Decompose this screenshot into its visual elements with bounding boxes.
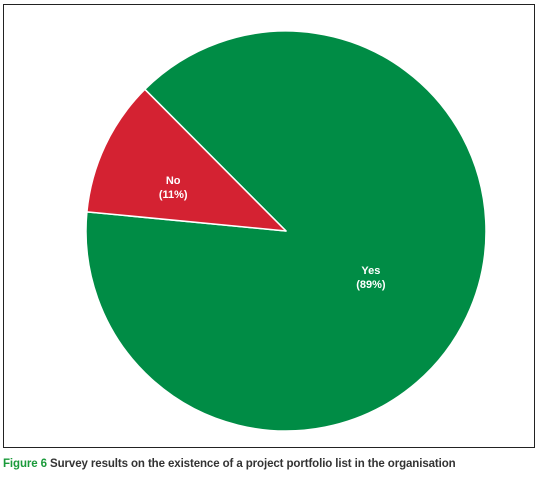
pie-slice-no — [86, 88, 287, 232]
slice-percent-no: (11%) — [159, 189, 188, 201]
figure-number: Figure 6 — [3, 458, 47, 470]
slice-label-yes: Yes — [361, 265, 380, 277]
pie-labels: Yes (89%) No (11%) — [159, 175, 386, 291]
figure-caption: Figure 6 Survey results on the existence… — [3, 458, 539, 470]
chart-frame: Yes (89%) No (11%) — [3, 4, 535, 448]
slice-percent-yes: (89%) — [356, 279, 386, 291]
pie-slices — [85, 30, 487, 432]
pie-chart: Yes (89%) No (11%) — [85, 30, 487, 432]
figure-caption-text: Survey results on the existence of a pro… — [50, 458, 456, 470]
slice-label-no: No — [166, 175, 181, 187]
